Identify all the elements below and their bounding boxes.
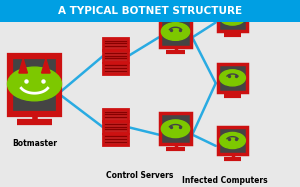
FancyBboxPatch shape bbox=[103, 134, 128, 145]
Circle shape bbox=[220, 70, 245, 86]
FancyBboxPatch shape bbox=[218, 64, 247, 92]
FancyBboxPatch shape bbox=[10, 56, 59, 114]
Polygon shape bbox=[19, 59, 27, 73]
FancyBboxPatch shape bbox=[218, 3, 247, 31]
FancyBboxPatch shape bbox=[103, 109, 128, 121]
FancyBboxPatch shape bbox=[103, 38, 128, 50]
FancyBboxPatch shape bbox=[160, 16, 191, 47]
Circle shape bbox=[161, 23, 190, 40]
Circle shape bbox=[220, 9, 245, 25]
Text: Control Servers: Control Servers bbox=[106, 171, 174, 180]
Text: Botmaster: Botmaster bbox=[12, 139, 57, 148]
FancyBboxPatch shape bbox=[160, 114, 191, 144]
Circle shape bbox=[8, 67, 62, 101]
Circle shape bbox=[161, 120, 190, 138]
FancyBboxPatch shape bbox=[103, 63, 128, 74]
FancyBboxPatch shape bbox=[103, 50, 128, 62]
Text: Infected Computers: Infected Computers bbox=[182, 176, 267, 185]
FancyBboxPatch shape bbox=[0, 0, 300, 22]
Text: A TYPICAL BOTNET STRUCTURE: A TYPICAL BOTNET STRUCTURE bbox=[58, 6, 242, 16]
Polygon shape bbox=[42, 59, 50, 73]
FancyBboxPatch shape bbox=[103, 121, 128, 133]
Circle shape bbox=[220, 132, 245, 148]
FancyBboxPatch shape bbox=[218, 127, 247, 154]
